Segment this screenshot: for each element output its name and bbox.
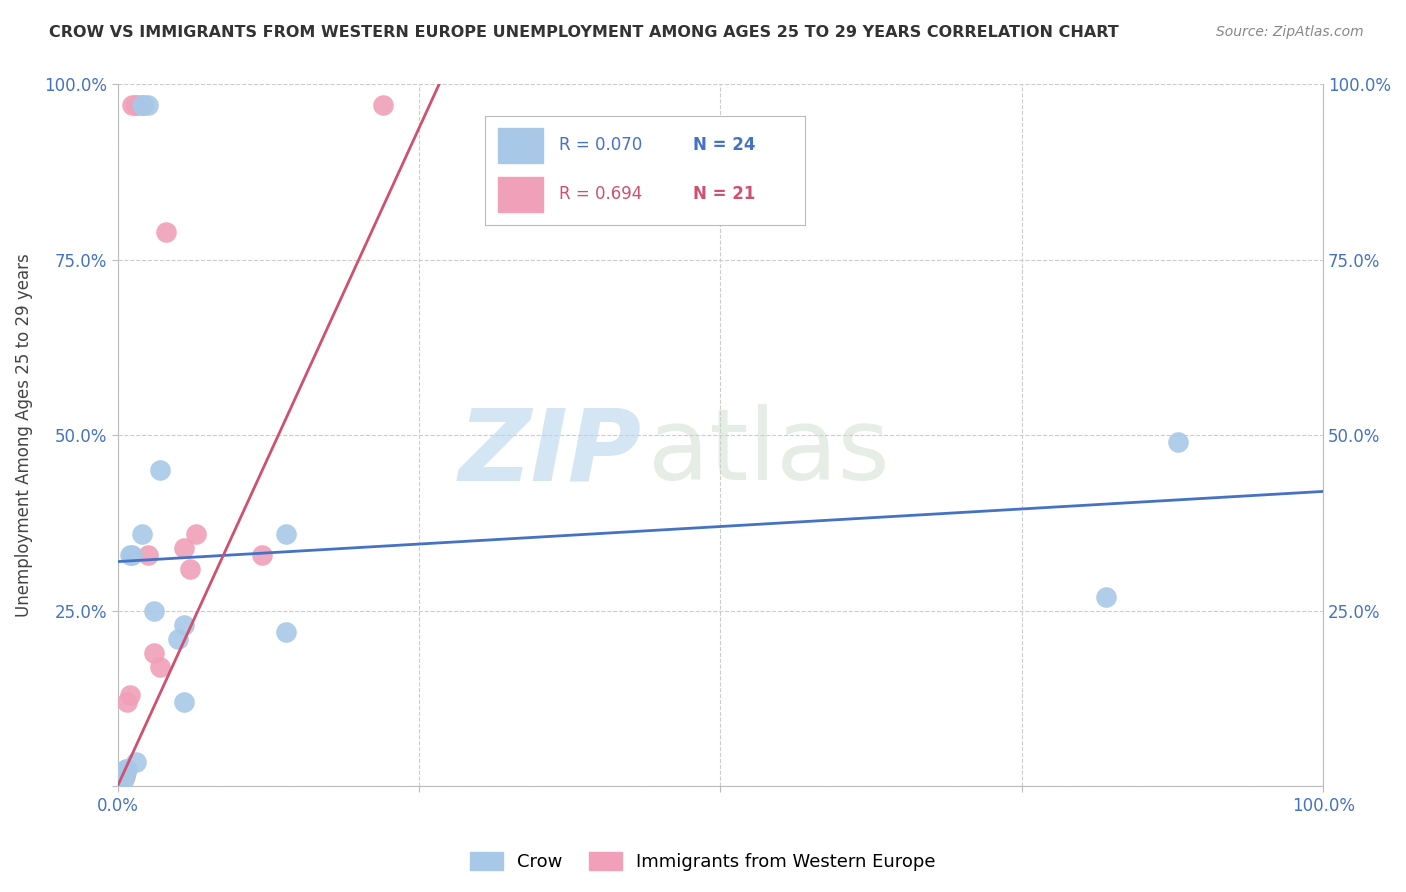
Point (111, 772, 134, 786)
Point (118, 548, 141, 562)
Point (110, 772, 132, 786)
Point (112, 765, 135, 780)
Point (124, 755, 146, 769)
Point (149, 660, 172, 674)
Point (118, 688, 141, 702)
Point (112, 772, 135, 786)
Point (173, 617, 195, 632)
Point (166, 632, 188, 646)
Point (124, 98, 146, 112)
Point (173, 695, 195, 709)
Point (108, 765, 131, 780)
Point (131, 526, 153, 541)
Point (371, 98, 394, 112)
Point (115, 765, 138, 780)
Point (142, 604, 165, 618)
Point (155, 225, 177, 239)
Point (114, 765, 136, 780)
Point (131, 98, 153, 112)
Point (112, 769, 135, 783)
Point (136, 548, 159, 562)
Point (121, 548, 143, 562)
Point (114, 769, 136, 783)
Point (131, 98, 153, 112)
Point (173, 541, 195, 555)
Point (149, 463, 172, 477)
Point (115, 762, 138, 776)
Point (124, 98, 146, 112)
Text: Source: ZipAtlas.com: Source: ZipAtlas.com (1216, 25, 1364, 39)
Point (276, 526, 298, 541)
Text: ZIP: ZIP (458, 404, 643, 501)
Point (108, 772, 131, 786)
Point (1095, 590, 1118, 604)
Point (179, 561, 201, 575)
Legend: Crow, Immigrants from Western Europe: Crow, Immigrants from Western Europe (463, 845, 943, 879)
Point (184, 526, 207, 541)
Point (250, 548, 273, 562)
Point (115, 695, 138, 709)
Point (1167, 435, 1189, 450)
Y-axis label: Unemployment Among Ages 25 to 29 years: Unemployment Among Ages 25 to 29 years (15, 253, 32, 617)
Point (115, 762, 138, 776)
Point (132, 98, 155, 112)
Point (276, 624, 298, 639)
Point (142, 646, 165, 660)
Point (136, 98, 159, 112)
Text: atlas: atlas (648, 404, 890, 501)
Text: CROW VS IMMIGRANTS FROM WESTERN EUROPE UNEMPLOYMENT AMONG AGES 25 TO 29 YEARS CO: CROW VS IMMIGRANTS FROM WESTERN EUROPE U… (49, 25, 1119, 40)
Point (111, 772, 134, 786)
Point (121, 98, 143, 112)
Point (110, 765, 132, 780)
